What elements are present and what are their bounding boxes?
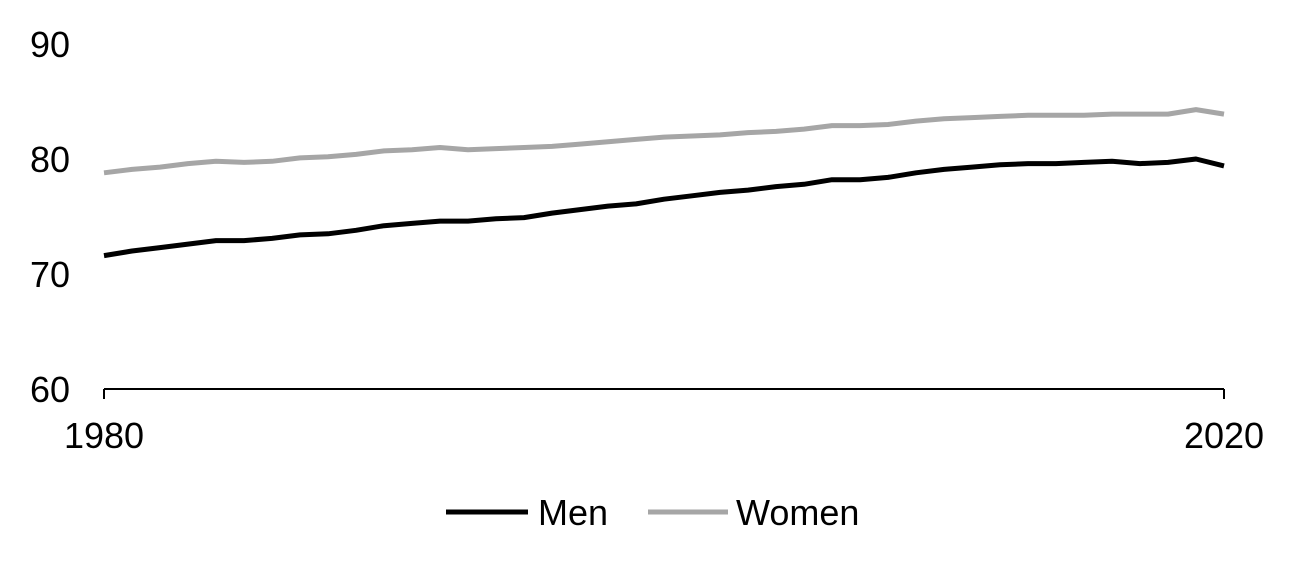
legend: Men Women bbox=[446, 492, 859, 533]
legend-label: Men bbox=[538, 492, 608, 533]
x-tick-label: 2020 bbox=[1184, 415, 1264, 456]
legend-item-women: Women bbox=[648, 492, 859, 533]
plot-area: 60 70 80 90 1980 2020 bbox=[30, 24, 1264, 456]
y-tick-labels: 60 70 80 90 bbox=[30, 24, 70, 410]
y-tick-label: 80 bbox=[30, 139, 70, 180]
y-tick-label: 70 bbox=[30, 254, 70, 295]
y-tick-label: 90 bbox=[30, 24, 70, 65]
series-line-women bbox=[103, 107, 1225, 176]
x-axis bbox=[103, 388, 1225, 399]
legend-item-men: Men bbox=[446, 492, 608, 533]
y-tick-label: 60 bbox=[30, 369, 70, 410]
series-line-men bbox=[103, 156, 1225, 259]
legend-label: Women bbox=[736, 492, 859, 533]
x-tick-labels: 1980 2020 bbox=[64, 415, 1264, 456]
series-lines bbox=[103, 107, 1225, 259]
x-tick-label: 1980 bbox=[64, 415, 144, 456]
